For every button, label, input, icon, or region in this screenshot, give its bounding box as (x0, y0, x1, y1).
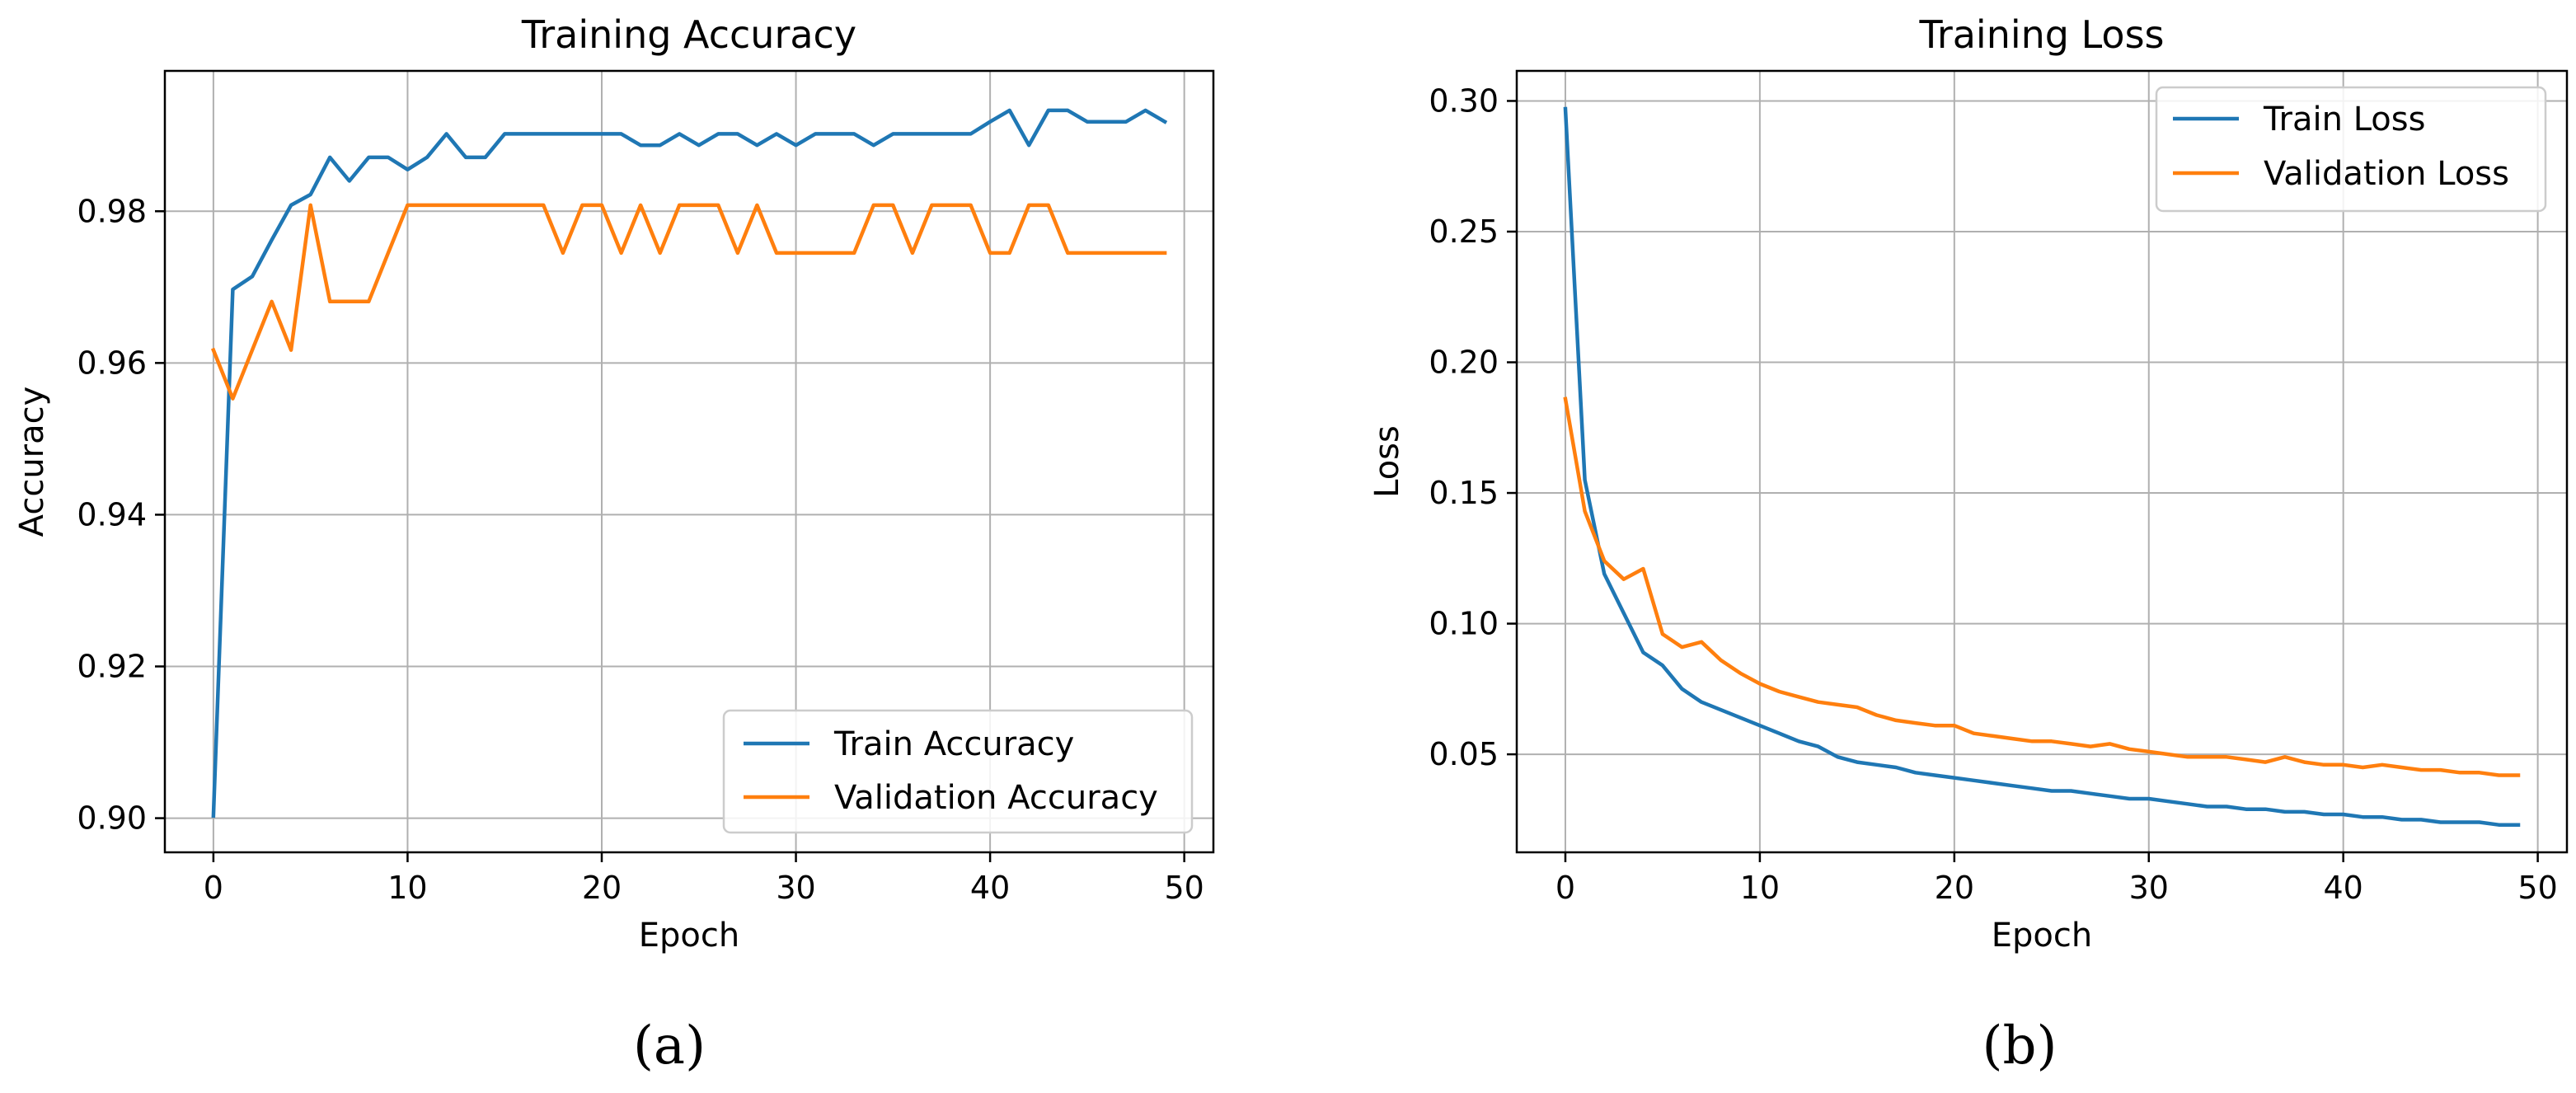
caption-a: (a) (633, 1016, 706, 1077)
loss-ticks: 0 10 20 30 40 50 0.05 0.10 0.15 0.20 0.25 0.30 (1429, 82, 2557, 906)
accuracy-x-tick-label: 10 (387, 870, 427, 906)
accuracy-x-tick-label: 0 (204, 870, 223, 906)
accuracy-legend-box (722, 709, 1194, 834)
loss-series (1563, 106, 2521, 827)
series-line-validation-loss (1563, 396, 2521, 777)
caption-b: (b) (1982, 1016, 2058, 1077)
accuracy-y-axis-label: Accuracy (13, 387, 51, 537)
accuracy-ticks: 0 10 20 30 40 50 0.90 0.92 0.94 0.96 0.98 (77, 193, 1204, 906)
loss-y-axis-label: Loss (1368, 425, 1406, 498)
loss-y-tick-label: 0.20 (1429, 345, 1499, 381)
accuracy-y-tick-label: 0.90 (77, 800, 147, 837)
loss-x-tick-label: 20 (1935, 870, 1974, 906)
accuracy-chart-title: Training Accuracy (521, 12, 856, 57)
accuracy-x-tick-label: 30 (776, 870, 815, 906)
legend-label-validation-loss: Validation Loss (2264, 155, 2509, 193)
loss-x-tick-label: 50 (2517, 870, 2557, 906)
loss-plot-frame (1515, 69, 2569, 854)
legend-label-train-accuracy: Train Accuracy (833, 725, 1074, 763)
loss-x-tick-label: 0 (1555, 870, 1575, 906)
accuracy-x-tick-label: 20 (582, 870, 622, 906)
loss-x-axis-label: Epoch (1992, 917, 2092, 955)
accuracy-x-tick-label: 40 (970, 870, 1010, 906)
accuracy-gridlines (165, 71, 1213, 852)
accuracy-y-tick-label: 0.92 (77, 649, 147, 685)
loss-legend-box (2155, 86, 2547, 213)
accuracy-y-tick-label: 0.98 (77, 193, 147, 229)
loss-chart: 0 10 20 30 40 50 0.05 0.10 0.15 0.20 0.25 0.30 Trai… (1368, 12, 2569, 1077)
loss-x-tick-label: 40 (2324, 870, 2363, 906)
loss-legend: Train Loss Validation Loss (2155, 86, 2547, 213)
accuracy-x-axis-label: Epoch (639, 917, 739, 955)
loss-gridlines (1517, 71, 2567, 852)
legend-label-validation-accuracy: Validation Accuracy (834, 779, 1158, 817)
accuracy-y-tick-label: 0.96 (77, 345, 147, 381)
loss-y-tick-label: 0.25 (1429, 213, 1499, 250)
accuracy-y-tick-label: 0.94 (77, 496, 147, 532)
accuracy-plot-frame (163, 69, 1215, 854)
loss-y-tick-label: 0.15 (1429, 475, 1499, 511)
legend-label-train-loss: Train Loss (2263, 101, 2425, 138)
accuracy-x-tick-label: 50 (1164, 870, 1204, 906)
loss-x-tick-label: 30 (2129, 870, 2169, 906)
loss-chart-title: Training Loss (1918, 12, 2164, 57)
loss-y-tick-label: 0.30 (1429, 82, 1499, 119)
loss-y-tick-label: 0.10 (1429, 606, 1499, 642)
series-line-train-accuracy (211, 108, 1168, 819)
series-line-train-loss (1563, 106, 2521, 827)
loss-y-tick-label: 0.05 (1429, 736, 1499, 772)
loss-x-tick-label: 10 (1740, 870, 1780, 906)
accuracy-legend: Train Accuracy Validation Accuracy (722, 709, 1194, 834)
accuracy-chart: 0 10 20 30 40 50 0.90 0.92 0.94 0.96 0.98 Training… (13, 12, 1215, 1077)
accuracy-series (210, 108, 1168, 819)
series-line-validation-accuracy (210, 203, 1167, 401)
